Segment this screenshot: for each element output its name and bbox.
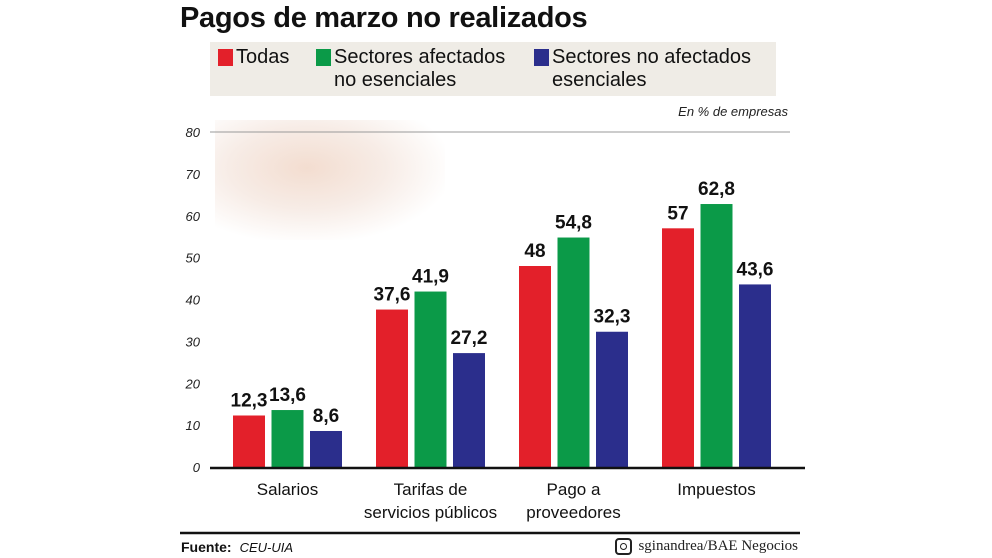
y-tick-label: 50: [186, 251, 201, 266]
background-photo: [215, 120, 445, 240]
y-tick-label: 40: [186, 293, 201, 308]
bar: [519, 266, 551, 467]
x-tick-label: Impuestos: [677, 480, 755, 499]
legend-label: esenciales: [552, 69, 647, 91]
data-label: 12,3: [231, 390, 268, 411]
bar: [310, 430, 342, 467]
x-tick-label: Pago a: [547, 480, 601, 499]
bar: [739, 284, 771, 467]
data-label: 48: [524, 241, 545, 262]
source-value: CEU-UIA: [239, 540, 294, 555]
bar: [596, 331, 628, 467]
unit-note: En % de empresas: [678, 104, 788, 119]
bar: [453, 353, 485, 467]
x-tick-label: servicios públicos: [364, 503, 497, 522]
bar: [557, 237, 590, 467]
legend-label: Todas: [236, 46, 290, 68]
legend-item-todas: Todas: [218, 46, 290, 69]
data-label: 43,6: [737, 259, 774, 280]
data-label: 62,8: [698, 179, 735, 200]
bar: [376, 309, 408, 467]
credit-text: sginandrea/BAE Negocios: [638, 538, 798, 554]
data-label: 13,6: [269, 385, 306, 406]
legend-label: no esenciales: [334, 69, 457, 91]
bar: [233, 415, 265, 467]
source-label: Fuente:: [181, 539, 232, 555]
x-tick-label: proveedores: [526, 503, 621, 522]
legend-item-no-afectados: Sectores no afectados esenciales: [534, 46, 752, 92]
chart-title: Pagos de marzo no realizados: [180, 2, 588, 34]
data-label: 57: [667, 203, 688, 224]
instagram-icon: [615, 538, 633, 555]
legend-swatch: [218, 49, 233, 66]
y-tick-label: 10: [186, 418, 201, 433]
x-tick-label: Tarifas de: [394, 480, 468, 499]
y-tick-label: 80: [186, 125, 201, 140]
data-label: 41,9: [412, 267, 449, 288]
legend-label: Sectores afectados: [334, 46, 506, 68]
data-label: 8,6: [313, 406, 339, 427]
y-tick-label: 60: [186, 209, 201, 224]
data-label: 32,3: [594, 307, 631, 328]
y-tick-label: 70: [186, 167, 201, 182]
source: Fuente: CEU-UIA: [181, 539, 293, 555]
data-label: 27,2: [451, 328, 488, 349]
legend: Todas Sectores afectados no esenciales Se…: [210, 42, 776, 96]
data-label: 54,8: [555, 213, 592, 234]
bar: [414, 291, 447, 467]
y-tick-label: 30: [186, 334, 201, 349]
y-tick-label: 0: [193, 460, 201, 475]
legend-swatch: [316, 49, 331, 66]
credit: sginandrea/BAE Negocios: [615, 538, 798, 555]
data-label: 37,6: [374, 285, 411, 306]
bar: [271, 410, 304, 467]
legend-item-afectados: Sectores afectados no esenciales: [316, 46, 506, 92]
y-tick-label: 20: [185, 376, 201, 391]
legend-swatch: [534, 49, 549, 66]
bar: [700, 204, 733, 467]
bar: [662, 228, 694, 467]
x-tick-label: Salarios: [257, 480, 318, 499]
legend-label: Sectores no afectados: [552, 46, 752, 68]
